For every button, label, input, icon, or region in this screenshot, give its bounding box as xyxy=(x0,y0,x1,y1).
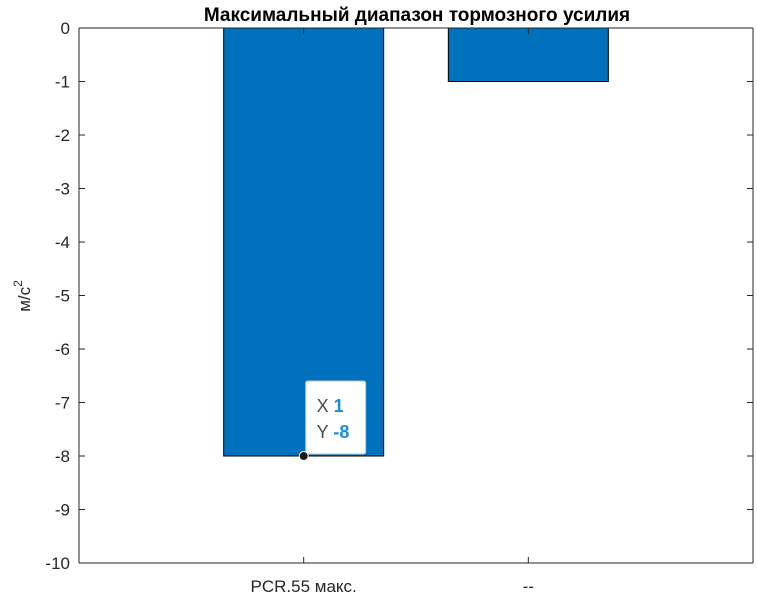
y-tick-label: -10 xyxy=(45,554,70,573)
datatip-x-label: X xyxy=(317,396,334,416)
y-tick-label: -5 xyxy=(55,287,70,306)
y-tick-label: -9 xyxy=(55,501,70,520)
bar-2 xyxy=(447,27,609,82)
y-axis-label: м/с2 xyxy=(11,280,34,312)
y-tick-label: -8 xyxy=(55,447,70,466)
datatip-x-row: X 1 xyxy=(317,396,344,416)
datatip-marker[interactable] xyxy=(298,451,309,461)
datatip-y-label: Y xyxy=(317,422,334,442)
datatip-box xyxy=(305,380,367,455)
y-tick-label: -7 xyxy=(55,394,70,413)
datatip-y-row: Y -8 xyxy=(317,422,350,442)
y-tick-label: -4 xyxy=(55,233,70,252)
y-tick-label: -6 xyxy=(55,340,70,359)
chart-title: Максимальный диапазон тормозного усилия xyxy=(204,5,630,26)
y-tick-label: -1 xyxy=(55,73,70,92)
x-tick-label: -- xyxy=(523,577,534,596)
y-tick-label: 0 xyxy=(61,19,70,38)
svg-text:м/с2: м/с2 xyxy=(11,280,34,312)
x-tick-label: PCR.55 макс. xyxy=(251,577,357,596)
y-axis-label-unit: м/с xyxy=(15,286,34,311)
y-axis-label-exponent: 2 xyxy=(11,280,25,287)
datatip-y-value: -8 xyxy=(333,422,349,442)
y-tick-label: -2 xyxy=(55,126,70,145)
y-tick-label: -3 xyxy=(55,180,70,199)
datatip-x-value: 1 xyxy=(334,396,344,416)
